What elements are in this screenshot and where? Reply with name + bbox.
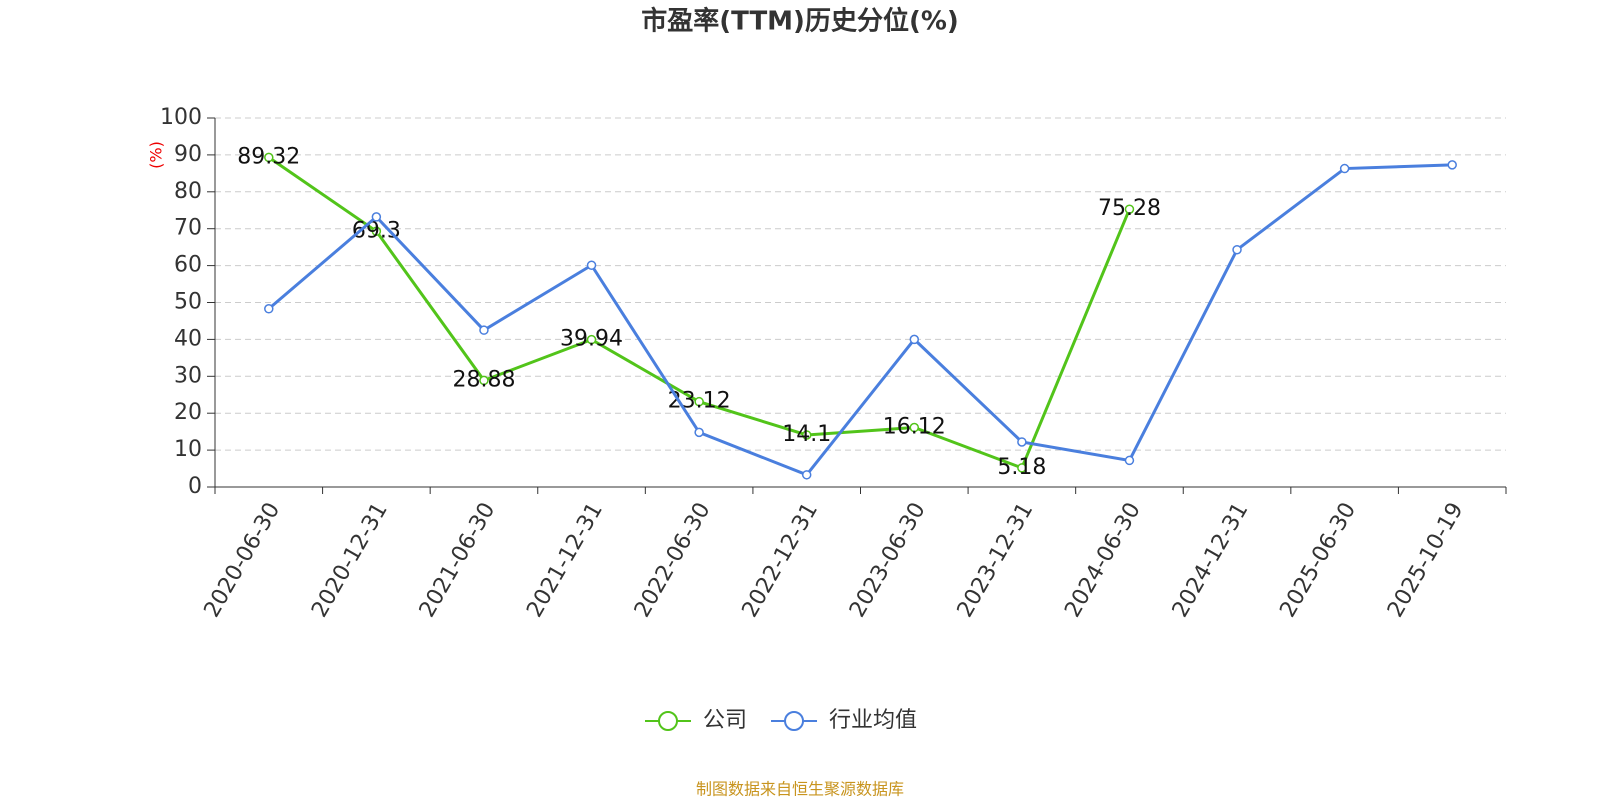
data-point [479, 325, 489, 335]
source-note: 制图数据来自恒生聚源数据库 [696, 780, 904, 799]
data-point [1124, 455, 1135, 466]
x-tick-label: 2024-06-30 [1060, 499, 1146, 622]
data-point [371, 212, 382, 222]
x-tick-label: 2023-12-31 [953, 499, 1039, 622]
data-point [371, 226, 382, 237]
y-tick-label: 20 [174, 400, 202, 425]
x-tick-label: 2025-10-19 [1383, 499, 1469, 622]
data-label: 89.32 [237, 144, 300, 169]
data-point [1017, 437, 1027, 447]
y-tick-label: 60 [174, 253, 202, 278]
data-point [264, 304, 274, 314]
data-point [1447, 160, 1457, 170]
data-point [801, 430, 812, 440]
data-label: 14.1 [782, 422, 831, 447]
data-point [586, 334, 597, 345]
data-point [801, 470, 812, 480]
x-tick-label: 2021-06-30 [415, 499, 501, 622]
data-label: 28.88 [452, 367, 515, 392]
data-label: 39.94 [560, 327, 623, 352]
x-tick-label: 2020-12-31 [307, 499, 393, 622]
data-point [1017, 463, 1027, 473]
data-point [694, 396, 704, 407]
y-tick-label: 10 [174, 437, 202, 462]
y-axis-label: (%) [147, 141, 166, 169]
data-point [479, 375, 489, 386]
y-tick-label: 70 [174, 216, 202, 241]
x-tick-label: 2022-12-31 [738, 499, 824, 622]
data-label: 23.12 [668, 389, 731, 414]
data-point [909, 422, 920, 433]
data-label: 16.12 [883, 415, 946, 440]
x-tick-label: 2022-06-30 [630, 499, 716, 622]
y-tick-label: 0 [188, 474, 202, 499]
y-tick-label: 40 [174, 326, 202, 351]
x-tick-label: 2025-06-30 [1275, 499, 1361, 622]
data-point [1124, 204, 1135, 214]
x-tick-label: 2024-12-31 [1168, 499, 1254, 622]
x-tick-label: 2021-12-31 [522, 499, 608, 622]
data-label: 5.18 [997, 455, 1046, 480]
data-point [1339, 163, 1350, 174]
y-tick-label: 100 [160, 105, 202, 130]
data-point [909, 334, 920, 345]
data-point [586, 260, 597, 270]
series-line [267, 163, 1453, 477]
y-tick-label: 90 [174, 142, 202, 167]
data-point [264, 152, 274, 163]
legend-marker [784, 711, 805, 731]
y-tick-label: 50 [174, 290, 202, 315]
y-tick-label: 30 [174, 363, 202, 388]
legend-marker [658, 711, 678, 731]
x-tick-label: 2020-06-30 [200, 499, 286, 622]
data-point [1232, 244, 1242, 255]
data-label: 75.28 [1098, 196, 1161, 221]
data-point [694, 427, 704, 438]
x-tick-label: 2023-06-30 [845, 499, 931, 622]
chart-title: 市盈率(TTM)历史分位(%) [641, 6, 959, 37]
legend-label: 公司 [703, 708, 747, 733]
legend-label: 行业均值 [829, 708, 917, 733]
y-tick-label: 80 [174, 179, 202, 204]
